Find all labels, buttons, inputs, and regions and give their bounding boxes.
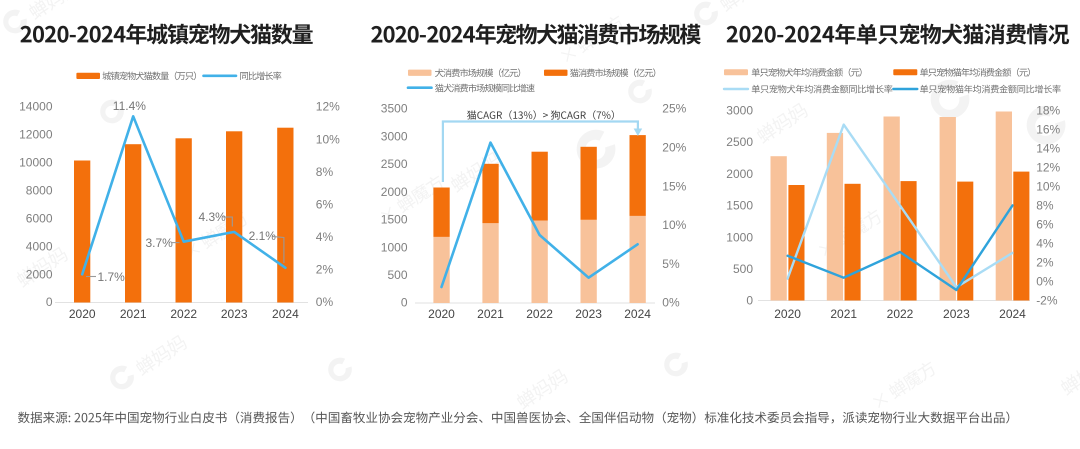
svg-text:25%: 25% — [662, 102, 686, 116]
svg-text:12%: 12% — [316, 100, 340, 114]
svg-text:1.7%: 1.7% — [98, 270, 126, 284]
svg-text:2.1%: 2.1% — [249, 229, 277, 243]
svg-text:1000: 1000 — [381, 240, 408, 254]
svg-text:2021: 2021 — [120, 307, 147, 321]
svg-text:1000: 1000 — [726, 230, 753, 244]
svg-text:0%: 0% — [316, 295, 334, 309]
svg-text:500: 500 — [387, 268, 407, 282]
svg-text:4000: 4000 — [26, 239, 53, 253]
svg-text:5%: 5% — [662, 257, 680, 271]
svg-text:500: 500 — [733, 262, 753, 276]
svg-text:0%: 0% — [662, 296, 680, 310]
svg-text:2024: 2024 — [272, 307, 299, 321]
svg-text:2020: 2020 — [428, 307, 455, 321]
svg-text:1500: 1500 — [726, 199, 753, 213]
svg-text:2022: 2022 — [170, 307, 197, 321]
svg-text:2023: 2023 — [575, 307, 602, 321]
svg-text:11.4%: 11.4% — [113, 99, 146, 113]
svg-text:2000: 2000 — [381, 185, 408, 199]
svg-text:6%: 6% — [316, 197, 334, 211]
svg-text:8%: 8% — [316, 165, 334, 179]
svg-text:12000: 12000 — [19, 128, 53, 142]
svg-text:2%: 2% — [1036, 256, 1054, 270]
svg-text:10%: 10% — [1036, 180, 1060, 194]
svg-text:6%: 6% — [1036, 218, 1054, 232]
svg-text:2020: 2020 — [774, 307, 801, 321]
svg-text:2500: 2500 — [381, 157, 408, 171]
svg-text:16%: 16% — [1036, 123, 1060, 137]
svg-text:2024: 2024 — [999, 307, 1026, 321]
svg-text:2024: 2024 — [624, 307, 651, 321]
svg-text:2000: 2000 — [726, 167, 753, 181]
svg-text:2023: 2023 — [943, 307, 970, 321]
svg-text:2000: 2000 — [26, 267, 53, 281]
svg-text:12%: 12% — [1036, 161, 1060, 175]
svg-text:-2%: -2% — [1036, 294, 1058, 308]
svg-text:2500: 2500 — [726, 135, 753, 149]
svg-text:0: 0 — [46, 295, 53, 309]
svg-text:20%: 20% — [662, 141, 686, 155]
svg-text:2020: 2020 — [69, 307, 96, 321]
svg-text:10%: 10% — [662, 218, 686, 232]
svg-text:18%: 18% — [1036, 104, 1060, 118]
svg-text:0%: 0% — [1036, 275, 1054, 289]
svg-text:14000: 14000 — [19, 100, 53, 114]
svg-text:8000: 8000 — [26, 184, 53, 198]
svg-text:6000: 6000 — [26, 211, 53, 225]
svg-text:8%: 8% — [1036, 199, 1054, 213]
svg-text:0: 0 — [746, 294, 753, 308]
svg-text:10%: 10% — [316, 132, 340, 146]
svg-text:4%: 4% — [316, 230, 334, 244]
svg-text:1500: 1500 — [381, 213, 408, 227]
svg-text:10000: 10000 — [19, 156, 53, 170]
svg-text:4.3%: 4.3% — [199, 210, 227, 224]
svg-text:3000: 3000 — [381, 129, 408, 143]
svg-text:2021: 2021 — [477, 307, 504, 321]
svg-text:3500: 3500 — [381, 102, 408, 116]
svg-text:2022: 2022 — [887, 307, 914, 321]
svg-text:2021: 2021 — [830, 307, 857, 321]
svg-text:3000: 3000 — [726, 104, 753, 118]
svg-text:0: 0 — [401, 296, 408, 310]
svg-text:14%: 14% — [1036, 142, 1060, 156]
svg-text:2%: 2% — [316, 263, 334, 277]
svg-text:3.7%: 3.7% — [146, 236, 174, 250]
svg-text:15%: 15% — [662, 179, 686, 193]
svg-text:2023: 2023 — [221, 307, 248, 321]
svg-text:2022: 2022 — [526, 307, 553, 321]
svg-text:4%: 4% — [1036, 237, 1054, 251]
